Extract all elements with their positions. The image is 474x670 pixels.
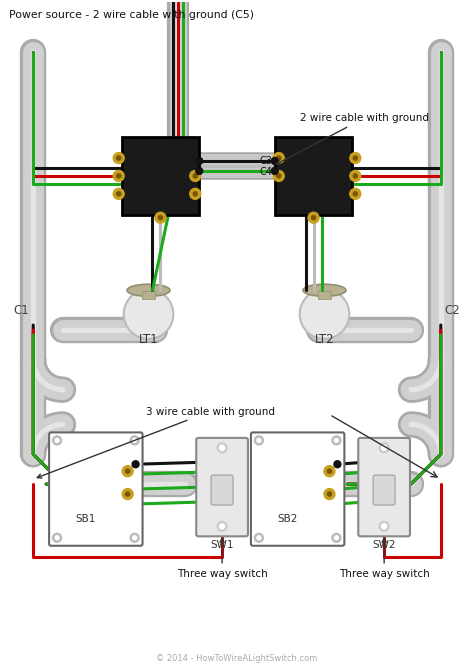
FancyBboxPatch shape [275, 137, 352, 214]
Circle shape [117, 174, 121, 178]
Text: C4: C4 [260, 167, 273, 177]
FancyBboxPatch shape [318, 291, 331, 299]
Circle shape [53, 436, 62, 445]
Circle shape [300, 289, 349, 339]
Text: LT2: LT2 [315, 334, 334, 346]
Circle shape [55, 438, 59, 442]
Text: F1: F1 [201, 211, 214, 220]
Circle shape [257, 438, 261, 442]
Circle shape [132, 461, 139, 468]
FancyBboxPatch shape [211, 475, 233, 505]
Circle shape [382, 446, 387, 450]
Ellipse shape [303, 284, 346, 296]
Circle shape [324, 488, 335, 500]
Circle shape [379, 443, 389, 453]
FancyBboxPatch shape [251, 432, 345, 546]
Circle shape [196, 157, 203, 165]
FancyBboxPatch shape [122, 137, 199, 214]
FancyBboxPatch shape [49, 432, 143, 546]
Circle shape [133, 536, 137, 540]
Circle shape [117, 192, 121, 196]
Circle shape [193, 174, 197, 178]
FancyBboxPatch shape [197, 153, 277, 179]
Circle shape [273, 153, 284, 163]
Circle shape [271, 168, 278, 174]
Circle shape [158, 216, 163, 220]
Circle shape [55, 536, 59, 540]
Circle shape [311, 216, 316, 220]
Text: SW2: SW2 [373, 540, 396, 550]
Circle shape [113, 153, 124, 163]
Circle shape [332, 436, 341, 445]
Circle shape [379, 521, 389, 531]
Circle shape [382, 524, 387, 529]
Text: 2 wire cable with ground: 2 wire cable with ground [277, 113, 428, 164]
Circle shape [328, 469, 331, 473]
Circle shape [217, 443, 227, 453]
Circle shape [353, 192, 357, 196]
Text: F2: F2 [354, 211, 367, 220]
Circle shape [350, 188, 361, 199]
Circle shape [122, 488, 133, 500]
Circle shape [328, 492, 331, 496]
Circle shape [126, 469, 130, 473]
Text: C1: C1 [13, 304, 29, 317]
Text: LT1: LT1 [139, 334, 158, 346]
Circle shape [332, 533, 341, 542]
Circle shape [257, 536, 261, 540]
Circle shape [308, 212, 319, 223]
Text: C3: C3 [260, 156, 273, 166]
FancyBboxPatch shape [373, 475, 395, 505]
Text: Power source - 2 wire cable with ground (C5): Power source - 2 wire cable with ground … [9, 10, 255, 20]
Circle shape [124, 289, 173, 339]
FancyBboxPatch shape [358, 438, 410, 536]
Circle shape [255, 533, 264, 542]
Text: SB1: SB1 [76, 514, 96, 524]
Circle shape [277, 156, 281, 160]
Circle shape [196, 168, 203, 174]
Circle shape [335, 536, 338, 540]
Circle shape [217, 521, 227, 531]
Circle shape [113, 188, 124, 199]
Circle shape [130, 533, 139, 542]
Circle shape [190, 170, 201, 182]
Circle shape [190, 188, 201, 199]
Text: Three way switch: Three way switch [339, 538, 429, 579]
Circle shape [122, 466, 133, 476]
FancyBboxPatch shape [196, 438, 248, 536]
Circle shape [273, 170, 284, 182]
Circle shape [277, 174, 281, 178]
Text: SB2: SB2 [277, 514, 298, 524]
Circle shape [113, 170, 124, 182]
Circle shape [271, 157, 278, 165]
Text: SW1: SW1 [210, 540, 234, 550]
Circle shape [353, 156, 357, 160]
Circle shape [219, 524, 225, 529]
Circle shape [193, 192, 197, 196]
Circle shape [155, 212, 166, 223]
Text: © 2014 - HowToWireALightSwitch.com: © 2014 - HowToWireALightSwitch.com [156, 654, 318, 663]
Text: C2: C2 [445, 304, 461, 317]
Circle shape [334, 461, 341, 468]
Circle shape [324, 466, 335, 476]
FancyBboxPatch shape [142, 291, 155, 299]
Circle shape [133, 438, 137, 442]
Text: 3 wire cable with ground: 3 wire cable with ground [37, 407, 274, 478]
Circle shape [126, 492, 130, 496]
Ellipse shape [127, 284, 170, 296]
Circle shape [255, 436, 264, 445]
Circle shape [130, 436, 139, 445]
Circle shape [350, 153, 361, 163]
Circle shape [219, 446, 225, 450]
Circle shape [353, 174, 357, 178]
Circle shape [117, 156, 121, 160]
Text: Three way switch: Three way switch [177, 538, 267, 579]
Circle shape [335, 438, 338, 442]
Circle shape [53, 533, 62, 542]
Circle shape [350, 170, 361, 182]
